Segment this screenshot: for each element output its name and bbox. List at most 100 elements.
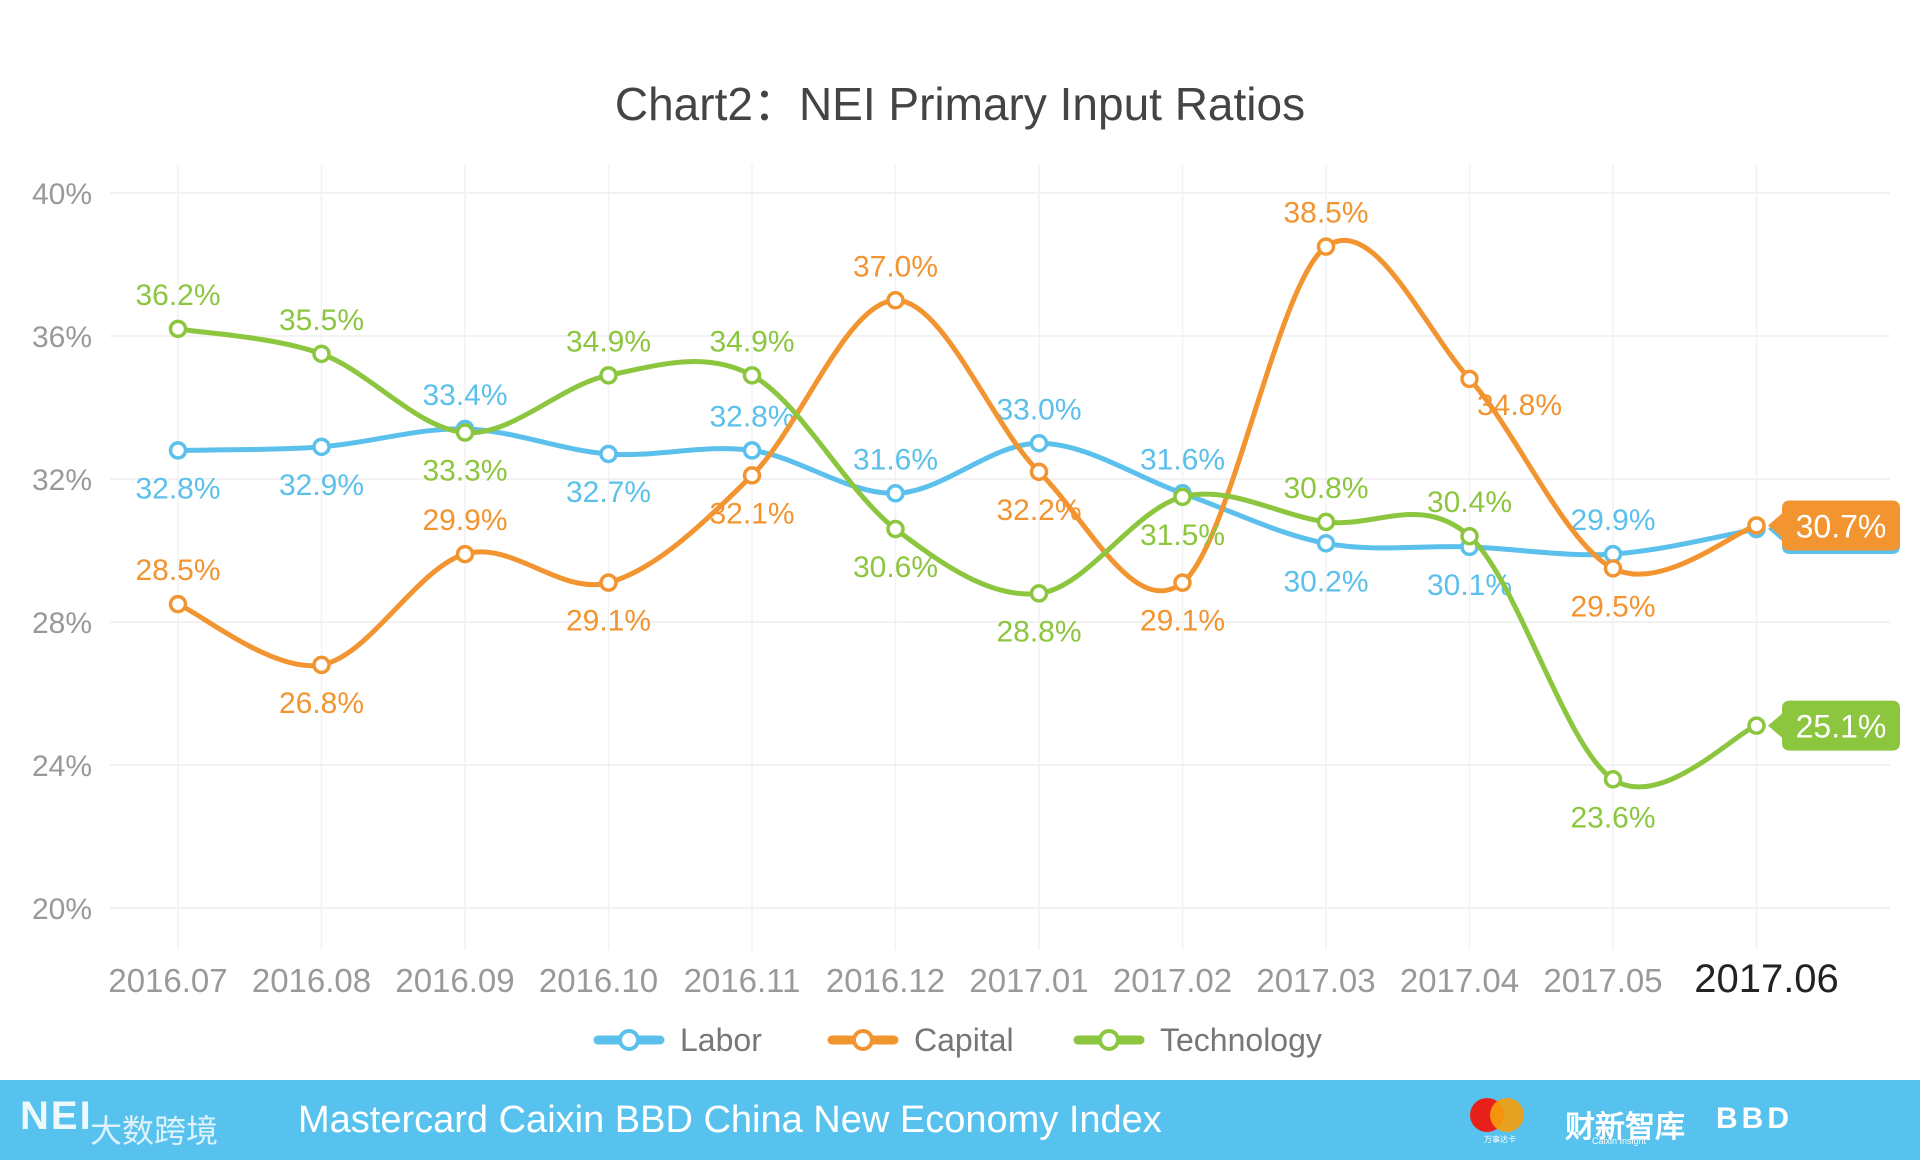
data-point[interactable]: [1173, 487, 1192, 507]
series-labor: 32.8% 32.9% 33.4% 32.7% 32.8% 31.6% 33.0% 31.6%…: [135, 379, 1900, 602]
data-point[interactable]: [312, 344, 331, 364]
data-label: 34.8%: [1477, 389, 1562, 422]
data-point[interactable]: [455, 423, 475, 442]
data-point[interactable]: [312, 437, 331, 457]
data-point[interactable]: [1316, 237, 1336, 256]
data-point[interactable]: [1029, 434, 1049, 453]
x-tick-label: 2016.07: [108, 962, 227, 999]
mastercard-logo: 万事达卡: [1468, 1092, 1532, 1152]
data-label: 32.8%: [135, 472, 220, 505]
data-point[interactable]: [1029, 584, 1049, 603]
data-label: 31.6%: [853, 443, 938, 476]
x-tick-label: 2017.03: [1256, 962, 1375, 999]
x-axis: 2016.07 2016.08 2016.09 2016.10 2016.11 2016.…: [108, 957, 1838, 1001]
data-label: 32.8%: [709, 400, 794, 433]
data-point[interactable]: [1316, 512, 1336, 532]
data-point[interactable]: [1747, 516, 1766, 535]
x-tick-label: 2016.08: [252, 962, 371, 999]
data-label: 29.1%: [1140, 605, 1225, 638]
legend-item-capital[interactable]: Capital: [827, 1022, 1014, 1058]
data-label: 32.1%: [709, 497, 794, 530]
data-point[interactable]: [312, 655, 331, 675]
data-point[interactable]: [599, 573, 618, 592]
end-value-label: 25.1%: [1796, 709, 1887, 745]
y-tick-label: 20%: [32, 893, 92, 926]
data-label: 33.3%: [422, 455, 507, 488]
legend-label: Capital: [914, 1022, 1014, 1058]
data-label: 28.5%: [135, 554, 220, 587]
mastercard-sub: 万事达卡: [1484, 1135, 1516, 1144]
caixin-logo: 财新智库: [1565, 1111, 1685, 1144]
data-point[interactable]: [1603, 770, 1623, 789]
data-point[interactable]: [1029, 462, 1049, 482]
x-tick-label: 2017.04: [1400, 962, 1519, 999]
nei-logo: NEI: [20, 1094, 93, 1138]
series-technology: 36.2% 35.5% 33.3% 34.9% 34.9% 30.6% 28.8% 31.5%…: [135, 279, 1900, 834]
x-tick-label: 2017.02: [1113, 962, 1232, 999]
data-point[interactable]: [742, 366, 762, 385]
y-tick-label: 36%: [32, 321, 92, 354]
data-point[interactable]: [1460, 526, 1479, 546]
data-label: 30.2%: [1283, 565, 1368, 598]
legend-marker: [1098, 1029, 1120, 1051]
line-chart: Chart2：NEI Primary Input Ratios 40% 36% 32…: [32, 78, 1900, 1058]
series-capital: 28.5% 26.8% 29.9% 29.1% 32.1% 37.0% 32.2% 29.1%…: [135, 197, 1900, 720]
data-point[interactable]: [1747, 716, 1766, 735]
x-tick-label: 2016.12: [826, 962, 945, 999]
x-tick-label: 2017.06: [1694, 957, 1839, 1001]
y-tick-label: 24%: [32, 750, 92, 783]
data-point[interactable]: [599, 366, 618, 385]
data-label: 30.8%: [1283, 472, 1368, 505]
x-tick-label: 2016.10: [539, 962, 658, 999]
caixin-sub: Caixin Insight: [1592, 1136, 1647, 1146]
footer-bar: NEI 大数跨境 Mastercard Caixin BBD China New…: [0, 1080, 1920, 1160]
x-tick-label: 2016.09: [395, 962, 514, 999]
data-point[interactable]: [1316, 534, 1336, 553]
x-tick-label: 2017.05: [1543, 962, 1662, 999]
y-axis: 40% 36% 32% 28% 24% 20%: [32, 178, 92, 926]
data-point[interactable]: [168, 441, 188, 460]
series-group: 32.8% 32.9% 33.4% 32.7% 32.8% 31.6% 33.0% 31.6%…: [135, 197, 1900, 834]
data-label: 34.9%: [566, 325, 651, 358]
data-label: 30.4%: [1427, 486, 1512, 519]
data-point[interactable]: [599, 444, 618, 464]
data-label: 32.2%: [996, 494, 1081, 527]
end-value-tag: [1768, 500, 1900, 551]
data-label: 36.2%: [135, 279, 220, 312]
series-line-capital: [175, 237, 1759, 669]
y-tick-label: 32%: [32, 464, 92, 497]
data-point[interactable]: [886, 519, 905, 539]
data-point[interactable]: [742, 441, 762, 460]
legend-item-technology[interactable]: Technology: [1073, 1022, 1322, 1058]
data-point[interactable]: [1603, 559, 1623, 578]
footer-title: Mastercard Caixin BBD China New Economy …: [298, 1099, 1162, 1141]
data-point[interactable]: [886, 484, 905, 503]
data-point[interactable]: [168, 594, 188, 614]
data-label: 37.0%: [853, 250, 938, 283]
data-point[interactable]: [1173, 573, 1192, 592]
legend-marker: [618, 1029, 640, 1051]
legend-label: Labor: [680, 1022, 762, 1058]
data-label: 26.8%: [279, 687, 364, 720]
data-label: 30.6%: [853, 551, 938, 584]
legend[interactable]: Labor Capital Technology: [593, 1022, 1322, 1058]
legend-marker: [852, 1029, 874, 1051]
end-value-tag: [1768, 700, 1900, 751]
legend-label: Technology: [1160, 1022, 1322, 1058]
data-point[interactable]: [742, 466, 762, 485]
data-point[interactable]: [886, 291, 905, 310]
data-label: 31.5%: [1140, 519, 1225, 552]
data-label: 29.1%: [566, 605, 651, 638]
bbd-logo: BBD: [1716, 1102, 1793, 1135]
data-label: 33.4%: [422, 379, 507, 412]
data-point[interactable]: [455, 544, 475, 564]
legend-item-labor[interactable]: Labor: [593, 1022, 762, 1058]
watermark-text: 大数跨境: [90, 1113, 219, 1149]
data-label: 34.9%: [709, 325, 794, 358]
data-label: 29.9%: [1570, 504, 1655, 537]
data-label: 35.5%: [279, 304, 364, 337]
data-point[interactable]: [168, 319, 188, 339]
data-label: 29.5%: [1570, 590, 1655, 623]
data-label: 32.9%: [279, 469, 364, 502]
data-point[interactable]: [1460, 369, 1479, 389]
